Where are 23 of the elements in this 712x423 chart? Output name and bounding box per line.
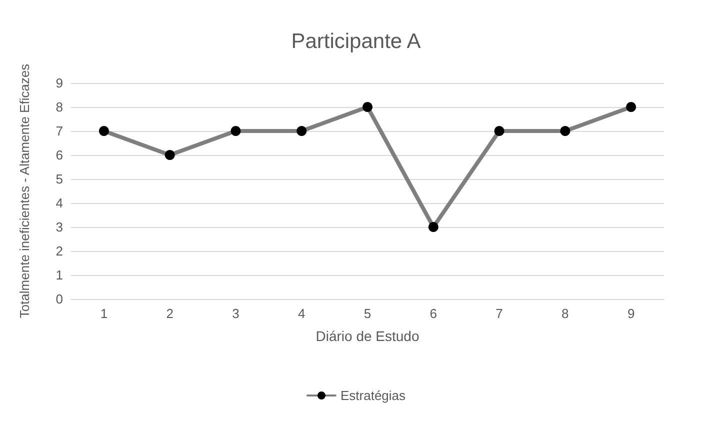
y-tick-label: 9 xyxy=(56,76,63,90)
y-tick-label: 3 xyxy=(56,220,63,234)
x-tick-label: 2 xyxy=(166,306,174,321)
y-tick-label: 5 xyxy=(56,172,63,186)
chart-title: Participante A xyxy=(291,30,421,53)
x-tick-label: 5 xyxy=(364,306,372,321)
legend-label: Estratégias xyxy=(340,388,406,403)
x-tick-label: 6 xyxy=(430,306,438,321)
y-tick-label: 7 xyxy=(56,124,63,138)
y-axis-title: Totalmente ineficientes - Altamente Eficazes xyxy=(17,63,32,318)
y-tick-label: 1 xyxy=(56,268,63,282)
x-tick-label: 7 xyxy=(496,306,503,321)
x-axis-title: Diário de Estudo xyxy=(316,328,420,344)
x-tick-label: 8 xyxy=(562,306,569,321)
x-tick-label: 4 xyxy=(298,306,306,321)
x-tick-label: 1 xyxy=(100,306,108,321)
x-tick-label: 9 xyxy=(627,306,635,321)
y-tick-label: 8 xyxy=(56,100,63,114)
y-tick-label: 0 xyxy=(56,292,63,306)
y-tick-label: 2 xyxy=(56,244,63,258)
x-tick-label: 3 xyxy=(232,306,240,321)
y-tick-label: 4 xyxy=(56,196,63,210)
y-tick-label: 6 xyxy=(56,148,63,162)
